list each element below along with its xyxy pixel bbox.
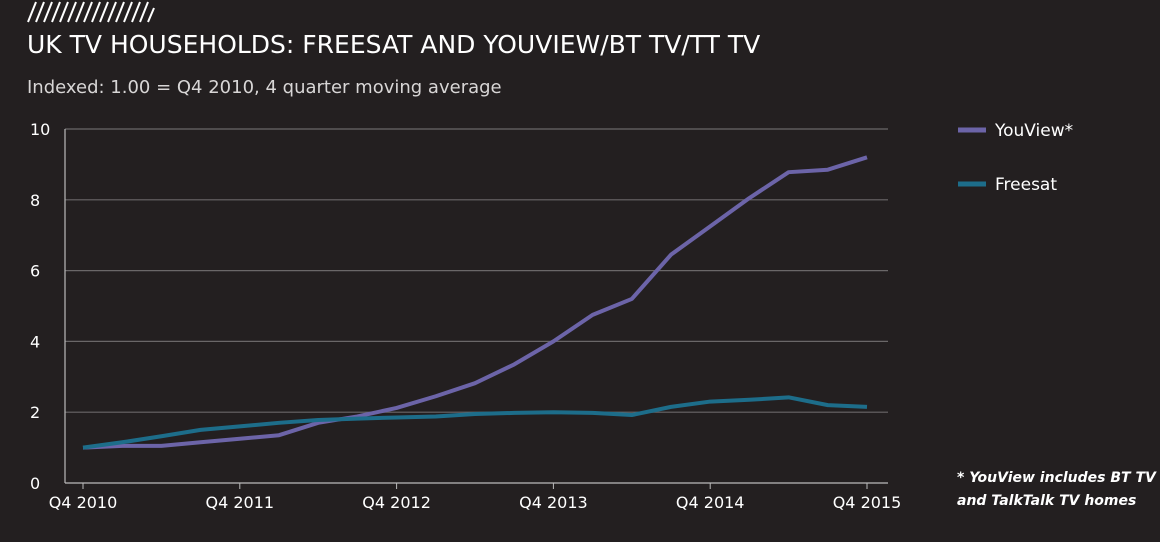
y-tick-label: 2 (30, 403, 40, 422)
chart-title: UK TV HOUSEHOLDS: FREESAT AND YOUVIEW/BT… (27, 30, 760, 59)
y-tick-label: 6 (30, 262, 40, 281)
y-tick-label: 0 (30, 474, 40, 493)
x-tick-label: Q4 2013 (519, 493, 588, 512)
series-line (82, 395, 868, 450)
legend-label: Freesat (995, 175, 1057, 195)
x-tick-label: Q4 2012 (362, 493, 431, 512)
series-line (82, 155, 868, 450)
legend-label: YouView* (994, 121, 1073, 141)
hatch-decoration (27, 1, 155, 23)
y-tick-label: 4 (30, 332, 40, 351)
footnote: and TalkTalk TV homes (957, 493, 1136, 509)
y-tick-label: 10 (30, 120, 50, 139)
x-tick-label: Q4 2011 (206, 493, 275, 512)
x-tick-label: Q4 2015 (833, 493, 902, 512)
x-tick-label: Q4 2010 (49, 493, 118, 512)
chart-subtitle: Indexed: 1.00 = Q4 2010, 4 quarter movin… (27, 77, 502, 98)
y-tick-label: 8 (30, 191, 40, 210)
x-tick-label: Q4 2014 (676, 493, 745, 512)
footnote: * YouView includes BT TV (957, 470, 1157, 486)
